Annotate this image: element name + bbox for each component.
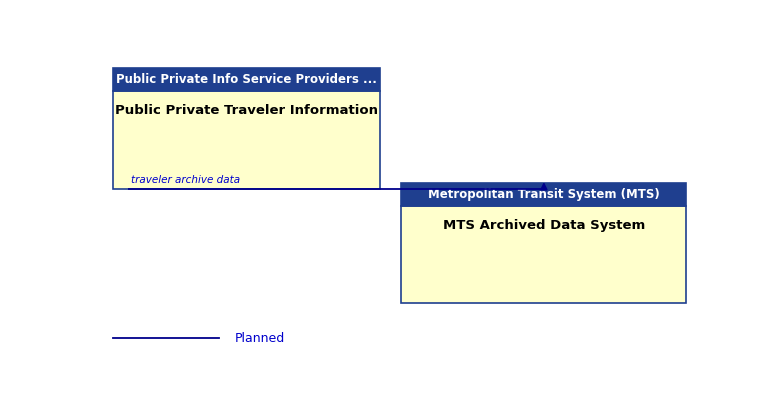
Text: Public Private Info Service Providers ...: Public Private Info Service Providers ..… [116, 73, 377, 87]
Text: traveler archive data: traveler archive data [132, 175, 240, 185]
Text: Metropolitan Transit System (MTS): Metropolitan Transit System (MTS) [428, 187, 660, 201]
Bar [402, 183, 687, 206]
Bar [113, 91, 380, 189]
Bar [113, 68, 380, 91]
Text: MTS Archived Data System: MTS Archived Data System [442, 218, 645, 232]
Bar [402, 206, 687, 303]
Text: Planned: Planned [234, 332, 285, 344]
Text: Public Private Traveler Information: Public Private Traveler Information [115, 104, 378, 117]
